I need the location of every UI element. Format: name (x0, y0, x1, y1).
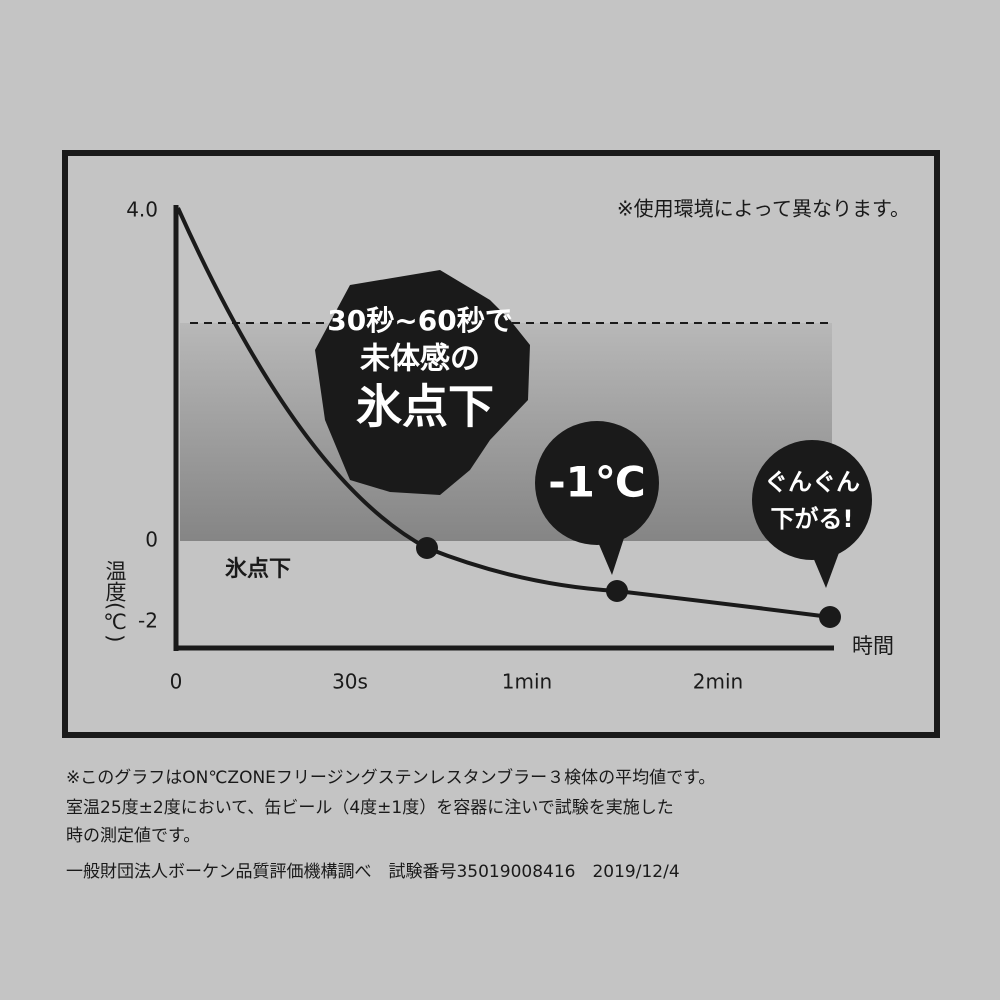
callout-text: 下がる! (771, 505, 854, 533)
point (606, 580, 628, 602)
callout-tail (595, 535, 625, 575)
band-label: 氷点下 (225, 556, 291, 582)
callout-text: 未体感の (360, 342, 480, 377)
x-tick-label: 30s (332, 670, 368, 694)
point (416, 537, 438, 559)
callout-bubble (752, 440, 872, 560)
callout-blob (315, 270, 530, 495)
y-tick-label: -2 (138, 609, 158, 633)
curve (176, 207, 831, 619)
y-axis-label: 温度(℃) (103, 560, 127, 642)
callout-text: 氷点下 (356, 380, 494, 434)
point (819, 606, 841, 628)
note: ※使用環境によって異なります。 (617, 197, 910, 221)
footnote: 室温25度±2度において、缶ビール（4度±1度）を容器に注いで試験を実施した (66, 798, 674, 818)
x-tick-label: 2min (693, 670, 743, 694)
footnote: 一般財団法人ボーケン品質評価機構調べ 試験番号35019008416 2019/… (66, 862, 680, 882)
callout-text: -1℃ (548, 458, 646, 507)
callout-text: 30秒~60秒で (327, 304, 512, 337)
y-tick-label: 0 (145, 528, 158, 552)
frame (62, 150, 940, 738)
x-axis-label: 時間 (852, 634, 894, 658)
y-tick-label: 4.0 (126, 198, 158, 222)
footnote: ※このグラフはON℃ZONEフリージングステンレスタンブラー３検体の平均値です。 (66, 767, 715, 788)
x-tick-label: 0 (170, 670, 183, 694)
callout-tail (810, 550, 840, 588)
x-tick-label: 1min (502, 670, 552, 694)
footnote: 時の測定値です。 (66, 826, 200, 846)
callout-bubble (535, 421, 659, 545)
callout-text: ぐんぐん (764, 468, 860, 496)
